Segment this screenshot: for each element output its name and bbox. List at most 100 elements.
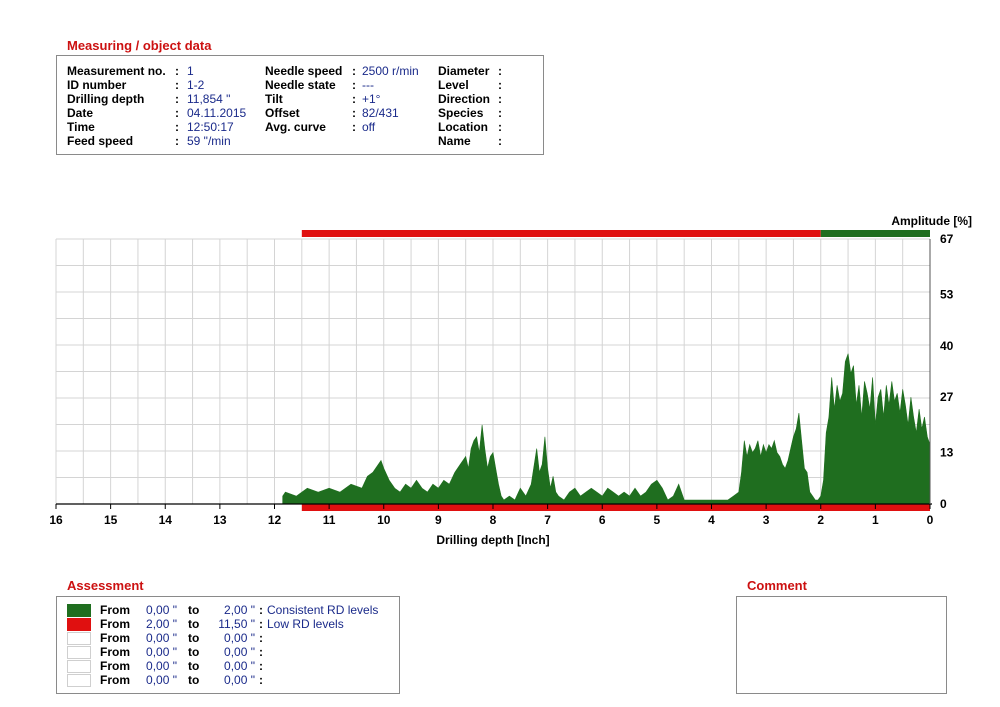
measuring-label: Location [438,120,488,134]
to-label: to [188,603,200,617]
to-value: 0,00 " [224,631,255,645]
measuring-colon: : [498,64,502,78]
measuring-colon: : [498,134,502,148]
to-value: 0,00 " [224,659,255,673]
measuring-value: --- [362,78,374,92]
comment-text [737,597,946,609]
measuring-label: Level [438,78,469,92]
assessment-colon: : [259,631,263,645]
x-tick-label: 12 [268,513,282,527]
from-value: 0,00 " [146,645,177,659]
measuring-row: ID number:1-2 [57,78,537,92]
measuring-label: Tilt [265,92,283,106]
from-value: 0,00 " [146,659,177,673]
measuring-label: Diameter [438,64,490,78]
measuring-row: Date:04.11.2015 [57,106,537,120]
x-tick-label: 4 [708,513,715,527]
x-tick-label: 14 [159,513,173,527]
measuring-label: Needle state [265,78,336,92]
condition-bar-top-green [820,230,930,237]
measuring-value: 1-2 [187,78,205,92]
x-tick-label: 15 [104,513,118,527]
measuring-colon: : [498,78,502,92]
to-label: to [188,673,200,687]
assessment-description: Consistent RD levels [267,603,379,617]
color-swatch [67,604,91,617]
measuring-value: 11,854 " [187,92,231,106]
measuring-value: 2500 r/min [362,64,419,78]
assessment-colon: : [259,617,263,631]
measuring-value: 1 [187,64,194,78]
assessment-row: From 0,00 " to 0,00 ": [57,645,397,659]
measuring-value: off [362,120,376,134]
amplitude-area [282,353,931,505]
measuring-colon: : [175,106,179,120]
measuring-colon: : [498,120,502,134]
measuring-row: Needle state: --- [57,78,537,92]
measuring-colon: : [498,106,502,120]
x-tick-label: 3 [763,513,770,527]
measuring-row: Tilt: +1° [57,92,537,106]
measuring-label: Measurement no. [67,64,166,78]
measuring-label: Drilling depth [67,92,145,106]
color-swatch [67,674,91,687]
measuring-value: +1° [362,92,381,106]
x-tick-label: 5 [654,513,661,527]
measuring-colon: : [352,92,356,106]
amplitude-area-fill [282,353,931,505]
from-label: From [100,631,130,645]
measuring-row: Offset: 82/431 [57,106,537,120]
measuring-row: Needle speed:2500 r/min [57,64,537,78]
from-label: From [100,617,130,631]
x-tick-label: 13 [213,513,227,527]
from-value: 0,00 " [146,631,177,645]
to-value: 0,00 " [224,673,255,687]
to-value: 2,00 " [224,603,255,617]
x-tick-label: 10 [377,513,391,527]
measuring-label: Needle speed [265,64,343,78]
comment-box[interactable] [736,596,947,694]
measuring-value: 04.11.2015 [187,106,247,120]
measuring-colon: : [175,134,179,148]
x-tick-label: 8 [490,513,497,527]
measuring-title: Measuring / object data [67,38,212,53]
assessment-description: Low RD levels [267,617,344,631]
y-tick-label: 13 [940,446,954,460]
measuring-colon: : [175,64,179,78]
measuring-row: Diameter: [57,64,537,78]
assessment-row: From 0,00 " to 0,00 ": [57,659,397,673]
x-axis-label: Drilling depth [Inch] [436,533,549,547]
measuring-colon: : [352,78,356,92]
assessment-row: From 0,00 " to 0,00 ": [57,673,397,687]
to-value: 11,50 " [218,617,255,631]
measuring-colon: : [352,120,356,134]
measuring-row: Direction: [57,92,537,106]
assessment-colon: : [259,645,263,659]
measuring-colon: : [175,78,179,92]
y-tick-label: 27 [940,390,954,404]
measuring-label: Name [438,134,471,148]
x-tick-label: 0 [927,513,934,527]
from-value: 2,00 " [146,617,177,631]
assessment-row: From 0,00 " to 0,00 ": [57,631,397,645]
measuring-label: Offset [265,106,300,120]
measuring-label: Feed speed [67,134,134,148]
to-label: to [188,631,200,645]
measuring-row: Avg. curve: off [57,120,537,134]
from-label: From [100,603,130,617]
to-value: 0,00 " [224,645,255,659]
measuring-value: 12:50:17 [187,120,234,134]
assessment-panel: From 0,00 " to 2,00 ": Consistent RD levels F… [56,596,400,694]
measuring-colon: : [352,64,356,78]
measuring-colon: : [175,92,179,106]
x-tick-label: 1 [872,513,879,527]
condition-bar-top-red [301,230,821,237]
measuring-row: Level: [57,78,537,92]
measuring-value: 82/431 [362,106,399,120]
y-tick-label: 40 [940,339,954,353]
y-tick-label: 53 [940,287,954,301]
y-tick-label: 0 [940,497,947,511]
to-label: to [188,659,200,673]
measuring-row: Measurement no.:1 [57,64,537,78]
